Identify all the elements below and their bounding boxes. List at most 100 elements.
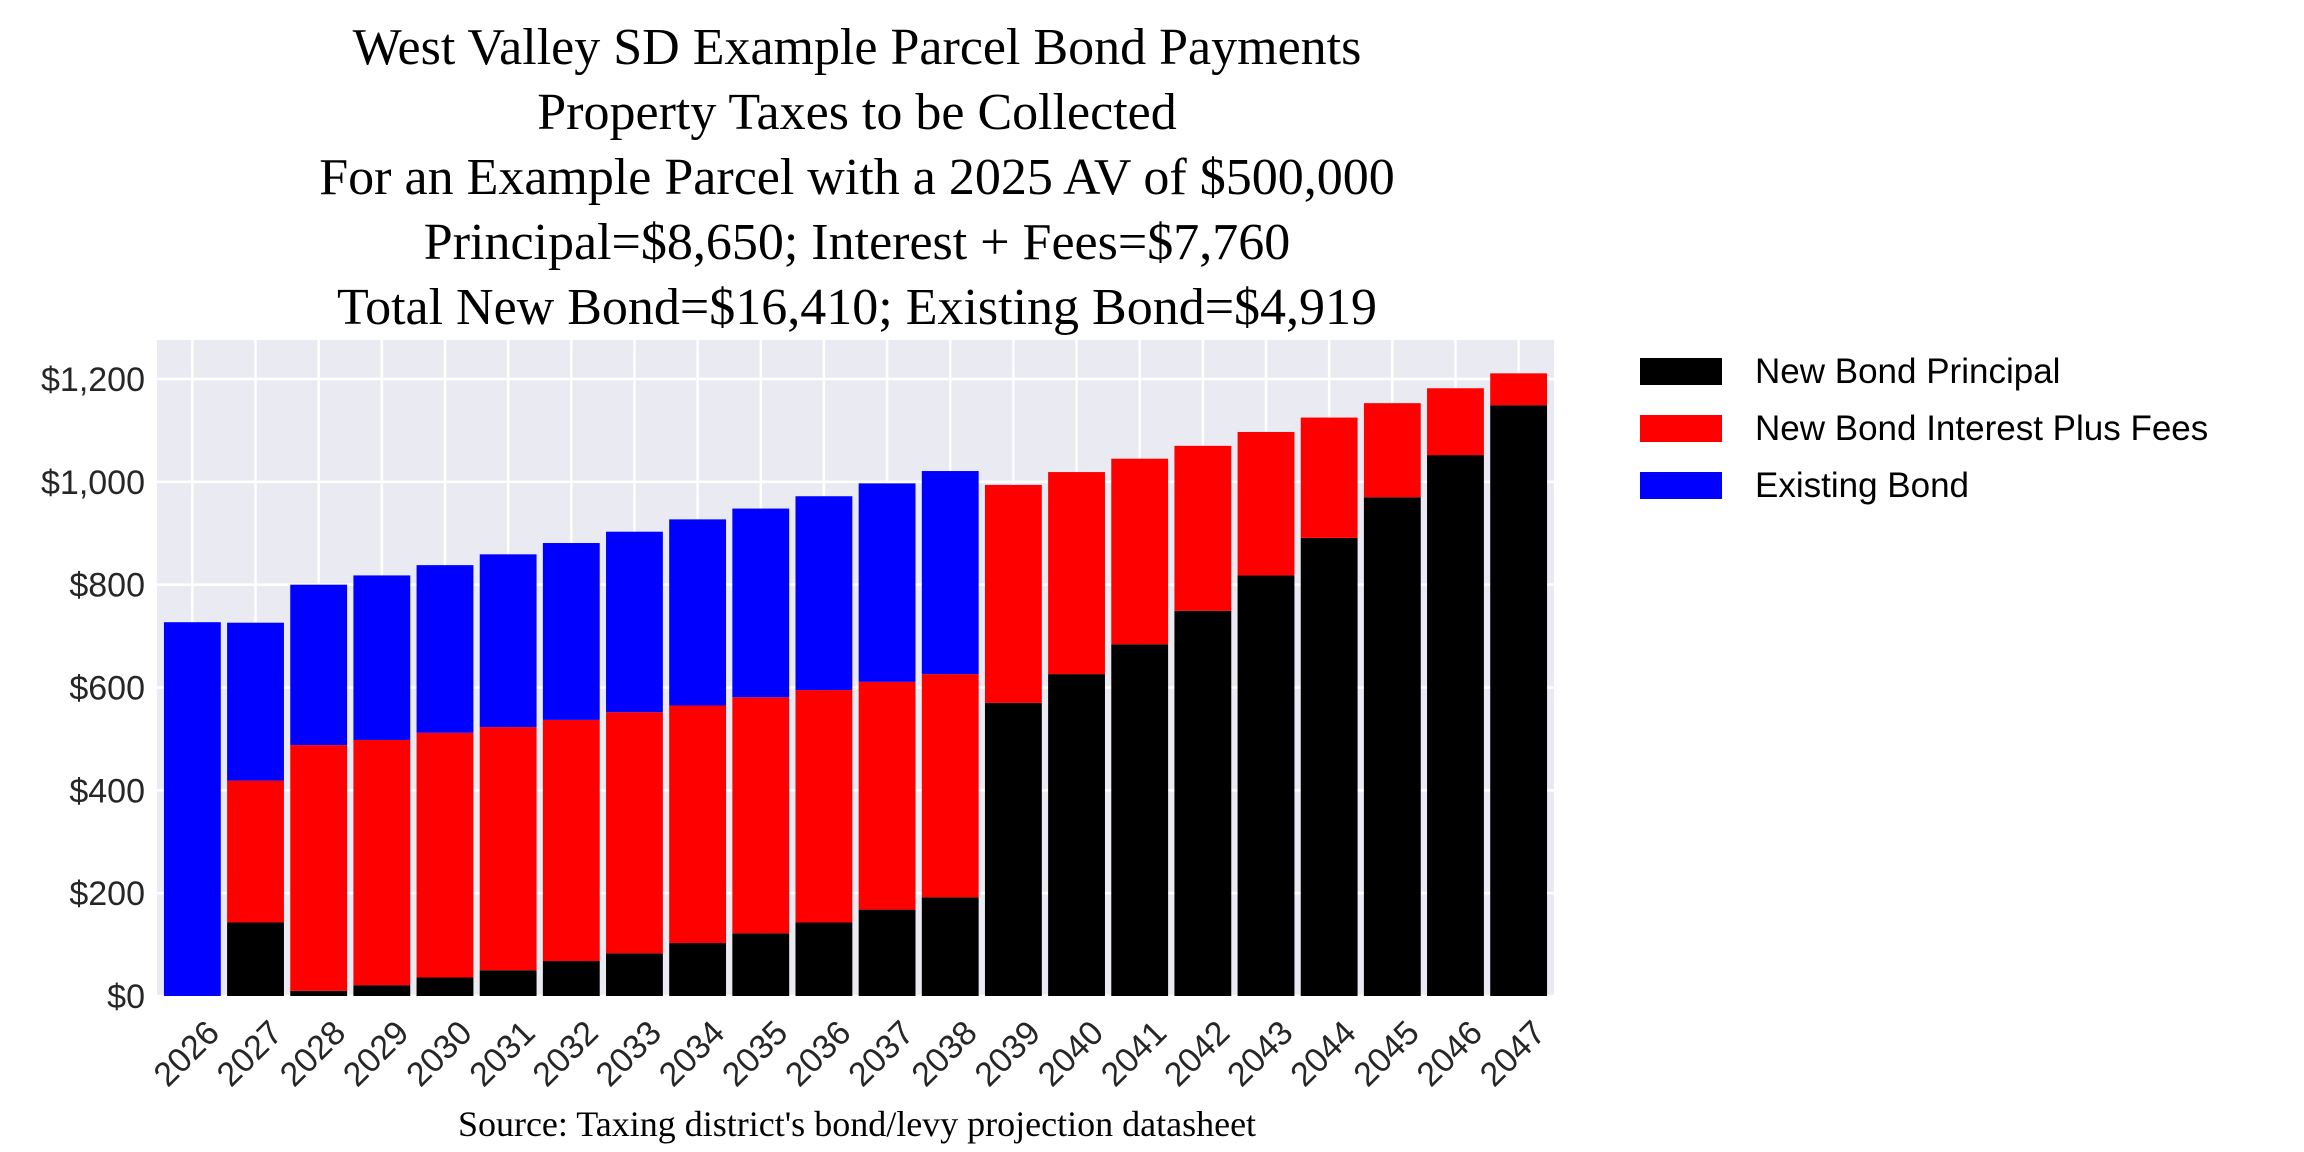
bar-new-bond-interest-plus-fees-2037 [858, 681, 916, 910]
bar-new-bond-principal-2030 [416, 977, 474, 996]
bar-new-bond-principal-2035 [732, 933, 790, 996]
x-tick-label: 2038 [904, 1014, 984, 1094]
bar-existing-bond-2036 [795, 496, 853, 691]
bar-new-bond-principal-2027 [227, 922, 284, 996]
bar-new-bond-interest-plus-fees-2040 [1048, 472, 1105, 675]
legend-swatch [1640, 358, 1722, 385]
x-tick-label: 2043 [1220, 1014, 1300, 1094]
title-line: Principal=$8,650; Interest + Fees=$7,760 [424, 214, 1290, 271]
bar-new-bond-principal-2040 [1048, 674, 1105, 996]
bar-existing-bond-2028 [290, 584, 348, 746]
bar-new-bond-principal-2043 [1237, 575, 1295, 996]
bar-new-bond-principal-2038 [921, 897, 979, 996]
x-tick-label: 2047 [1473, 1014, 1553, 1094]
title-line: Total New Bond=$16,410; Existing Bond=$4… [337, 279, 1377, 336]
x-tick-label: 2027 [210, 1014, 290, 1094]
bar-new-bond-principal-2029 [353, 985, 411, 996]
chart-title: West Valley SD Example Parcel Bond Payme… [319, 19, 1395, 336]
bar-existing-bond-2031 [479, 554, 537, 728]
bars [163, 373, 1548, 996]
bar-new-bond-interest-plus-fees-2042 [1174, 445, 1232, 611]
y-tick-label: $1,000 [41, 464, 145, 502]
x-tick-label: 2028 [273, 1014, 353, 1094]
bar-new-bond-principal-2033 [606, 953, 663, 996]
x-tick-label: 2034 [652, 1014, 732, 1094]
legend-swatch [1640, 472, 1722, 499]
y-axis: $0 $200 $400 $600 $800 $1,000 $1,200 [41, 361, 145, 1016]
legend-label: New Bond Principal [1755, 352, 2060, 391]
x-tick-label: 2030 [399, 1014, 479, 1094]
bar-new-bond-principal-2047 [1490, 405, 1548, 996]
bar-new-bond-principal-2037 [858, 909, 916, 996]
bar-existing-bond-2037 [858, 483, 916, 682]
bar-new-bond-principal-2031 [479, 970, 537, 996]
y-tick-label: $0 [107, 978, 145, 1016]
bar-new-bond-interest-plus-fees-2034 [669, 705, 727, 944]
legend-label: New Bond Interest Plus Fees [1755, 409, 2208, 448]
x-tick-label: 2039 [968, 1014, 1048, 1094]
bar-new-bond-principal-2041 [1111, 644, 1169, 996]
title-line: For an Example Parcel with a 2025 AV of … [319, 149, 1395, 206]
bar-new-bond-interest-plus-fees-2043 [1237, 431, 1295, 576]
bar-new-bond-interest-plus-fees-2035 [732, 697, 790, 934]
bar-existing-bond-2033 [606, 531, 663, 713]
bar-new-bond-principal-2028 [290, 990, 348, 996]
x-tick-label: 2036 [778, 1014, 858, 1094]
x-tick-label: 2033 [589, 1014, 669, 1094]
bar-existing-bond-2029 [353, 575, 411, 740]
x-tick-label: 2040 [1031, 1014, 1111, 1094]
title-line: West Valley SD Example Parcel Bond Payme… [353, 19, 1362, 76]
legend-swatch [1640, 415, 1722, 442]
bar-new-bond-principal-2042 [1174, 610, 1232, 996]
bar-new-bond-interest-plus-fees-2039 [984, 484, 1042, 703]
y-tick-label: $1,200 [41, 361, 145, 399]
bar-new-bond-interest-plus-fees-2044 [1300, 417, 1358, 538]
x-tick-label: 2031 [462, 1014, 542, 1094]
bar-new-bond-principal-2039 [984, 702, 1042, 996]
bar-new-bond-interest-plus-fees-2033 [606, 712, 663, 954]
y-tick-label: $800 [69, 567, 145, 605]
bar-new-bond-interest-plus-fees-2029 [353, 739, 411, 986]
bar-existing-bond-2034 [669, 519, 727, 706]
title-line: Property Taxes to be Collected [537, 84, 1176, 141]
x-tick-label: 2037 [841, 1014, 921, 1094]
bar-new-bond-interest-plus-fees-2030 [416, 732, 474, 978]
x-tick-label: 2041 [1094, 1014, 1174, 1094]
bar-new-bond-principal-2045 [1363, 497, 1421, 996]
bar-new-bond-interest-plus-fees-2045 [1363, 403, 1421, 498]
bar-existing-bond-2035 [732, 508, 790, 698]
bar-new-bond-principal-2046 [1427, 455, 1484, 996]
bar-new-bond-interest-plus-fees-2036 [795, 690, 853, 923]
bar-existing-bond-2027 [227, 622, 284, 781]
bar-new-bond-interest-plus-fees-2046 [1427, 388, 1484, 456]
x-tick-label: 2032 [525, 1014, 605, 1094]
x-tick-label: 2035 [715, 1014, 795, 1094]
x-tick-label: 2044 [1283, 1014, 1363, 1094]
bar-new-bond-interest-plus-fees-2031 [479, 727, 537, 971]
y-tick-label: $200 [69, 875, 145, 913]
x-tick-label: 2026 [146, 1014, 226, 1094]
bar-existing-bond-2026 [163, 622, 221, 996]
source-note: Source: Taxing district's bond/levy proj… [458, 1104, 1256, 1144]
bar-new-bond-principal-2036 [795, 922, 853, 996]
bar-new-bond-interest-plus-fees-2041 [1111, 458, 1169, 645]
bar-existing-bond-2038 [921, 471, 979, 675]
y-tick-label: $600 [69, 670, 145, 708]
bar-new-bond-interest-plus-fees-2038 [921, 674, 979, 898]
y-tick-label: $400 [69, 772, 145, 810]
x-tick-label: 2045 [1346, 1014, 1426, 1094]
x-tick-label: 2042 [1157, 1014, 1237, 1094]
x-tick-label: 2029 [336, 1014, 416, 1094]
x-axis: 2026202720282029203020312032203320342035… [146, 1014, 1553, 1094]
bar-new-bond-interest-plus-fees-2028 [290, 745, 348, 991]
legend-label: Existing Bond [1755, 466, 1969, 505]
bar-new-bond-interest-plus-fees-2047 [1490, 373, 1548, 406]
bar-existing-bond-2032 [542, 543, 600, 720]
bar-new-bond-principal-2032 [542, 961, 600, 996]
bar-new-bond-principal-2044 [1300, 537, 1358, 996]
bar-new-bond-principal-2034 [669, 943, 727, 996]
bar-new-bond-interest-plus-fees-2027 [227, 780, 284, 923]
legend: New Bond Principal New Bond Interest Plus… [1640, 352, 2208, 505]
bar-existing-bond-2030 [416, 565, 474, 733]
